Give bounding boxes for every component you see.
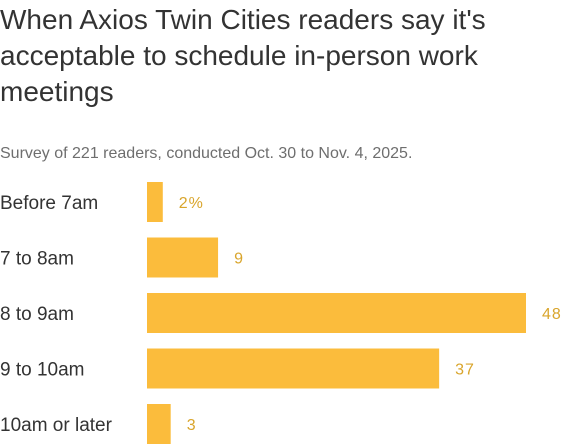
bar bbox=[147, 237, 219, 278]
value-label: 3 bbox=[187, 417, 197, 434]
value-label: 48 bbox=[542, 306, 562, 323]
bar bbox=[147, 293, 526, 333]
bar-chart: Before 7am 2% 7 to 8am 9 8 to 9am 48 9 to 10am… bbox=[0, 182, 562, 444]
chart-title: When Axios Twin Cities readers say it's … bbox=[0, 4, 486, 107]
category-label: Before 7am bbox=[0, 193, 98, 214]
category-label: 9 to 10am bbox=[0, 360, 85, 381]
value-label: 37 bbox=[455, 362, 475, 379]
category-label: 7 to 8am bbox=[0, 249, 74, 270]
bar bbox=[147, 182, 163, 222]
value-label: 2% bbox=[179, 195, 204, 212]
value-label: 9 bbox=[234, 251, 244, 268]
bar bbox=[147, 348, 440, 389]
category-label: 8 to 9am bbox=[0, 304, 74, 325]
bar bbox=[147, 404, 171, 444]
chart-subtitle: Survey of 221 readers, conducted Oct. 30… bbox=[0, 145, 413, 162]
category-label: 10am or later bbox=[0, 415, 113, 436]
